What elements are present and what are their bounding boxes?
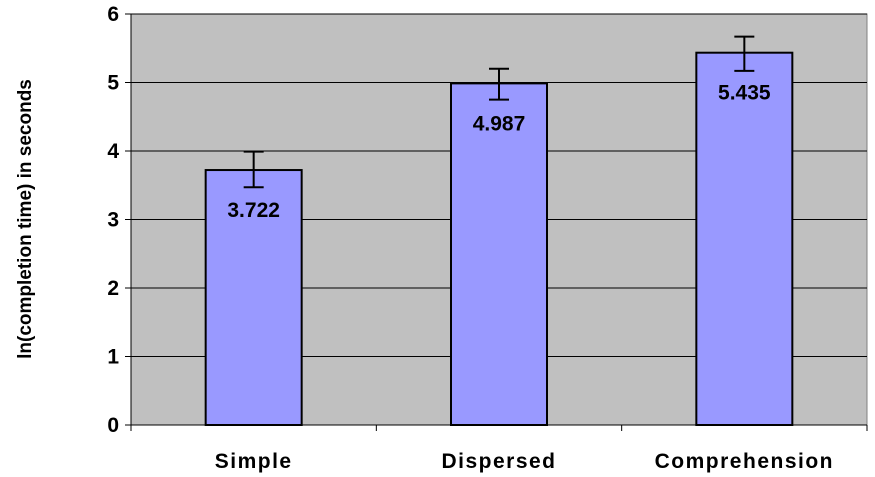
y-tick-label: 6	[107, 3, 119, 26]
x-tick-label-comprehension: Comprehension	[655, 450, 834, 473]
data-labels: 3.722 4.987 5.435	[227, 82, 771, 222]
bar-comprehension	[695, 51, 794, 426]
x-tick-label-dispersed: Dispersed	[441, 450, 556, 473]
data-label-simple: 3.722	[227, 199, 280, 222]
data-label-dispersed: 4.987	[473, 112, 526, 135]
y-tick-label: 4	[107, 140, 119, 163]
error-bar-dispersed	[489, 67, 509, 101]
y-tick-label: 2	[107, 277, 119, 300]
bar-dispersed	[450, 82, 548, 426]
y-tick-label: 3	[107, 209, 119, 232]
y-tick-label: 1	[107, 346, 119, 369]
error-bar-comprehension	[734, 35, 755, 72]
x-tick-label-simple: Simple	[215, 450, 293, 473]
data-label-comprehension: 5.435	[718, 82, 771, 105]
y-tick-label: 0	[107, 414, 119, 437]
y-tick-label: 5	[107, 72, 119, 95]
y-axis-title: ln(completion time) in seconds	[15, 79, 36, 359]
error-bars	[243, 35, 755, 189]
x-axis-ticks: Simple Dispersed Comprehension	[130, 425, 868, 473]
y-axis-ticks: 0 1 2 3 4 5 6	[107, 3, 131, 437]
bar-simple	[204, 169, 303, 426]
error-bar-simple	[243, 150, 264, 189]
